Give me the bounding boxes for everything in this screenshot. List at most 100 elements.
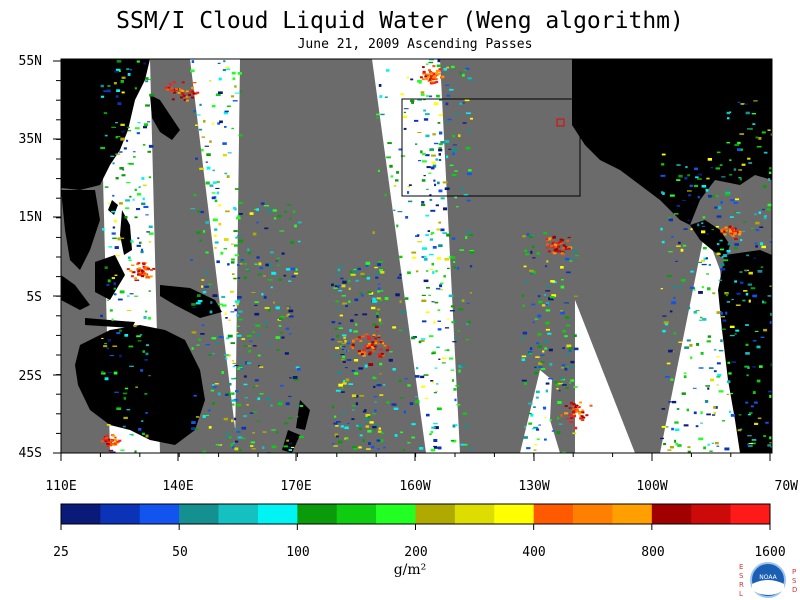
cloud-pixel <box>568 348 572 352</box>
cloud-pixel <box>112 226 116 229</box>
cloud-pixel <box>354 314 358 316</box>
cloud-pixel <box>716 384 719 386</box>
cloud-pixel <box>568 413 572 416</box>
cloud-pixel <box>545 265 548 268</box>
cloud-pixel <box>758 137 762 140</box>
cloud-pixel <box>108 449 114 452</box>
cloud-pixel <box>733 168 737 171</box>
cloud-pixel <box>341 284 346 288</box>
cloud-pixel <box>693 311 697 314</box>
cloud-pixel <box>581 411 585 414</box>
cloud-pixel <box>435 158 439 161</box>
cloud-pixel <box>104 439 108 442</box>
cloud-pixel <box>372 377 377 379</box>
cloud-pixel <box>451 237 456 240</box>
cloud-pixel <box>437 446 442 450</box>
cloud-pixel <box>139 241 142 244</box>
cloud-pixel <box>137 262 141 265</box>
cloud-pixel <box>422 70 426 73</box>
cloud-pixel <box>117 298 123 301</box>
cloud-pixel <box>103 345 108 348</box>
cloud-pixel <box>350 319 354 323</box>
cloud-pixel <box>233 244 239 247</box>
cloud-pixel <box>196 231 201 235</box>
cloud-pixel <box>544 438 547 441</box>
cloud-pixel <box>574 255 579 257</box>
cloud-pixel <box>358 367 364 370</box>
cloud-pixel <box>100 440 104 443</box>
cloud-pixel <box>429 198 433 201</box>
cloud-pixel <box>257 354 261 357</box>
cloud-pixel <box>524 281 529 283</box>
cloud-pixel <box>225 357 228 360</box>
cloud-pixel <box>574 426 578 430</box>
cloud-pixel <box>573 386 578 388</box>
cloud-pixel <box>195 124 198 126</box>
cloud-pixel <box>130 275 134 278</box>
cloud-pixel <box>438 244 443 248</box>
cloud-pixel <box>760 266 764 268</box>
cloud-pixel <box>674 428 680 431</box>
cloud-pixel <box>143 267 147 270</box>
cloud-pixel <box>763 216 767 220</box>
cloud-pixel <box>467 320 471 324</box>
cloud-pixel <box>123 416 128 420</box>
cloud-pixel <box>729 159 732 161</box>
cloud-pixel <box>698 437 704 441</box>
cloud-pixel <box>671 236 674 238</box>
cloud-pixel <box>237 277 241 279</box>
cloud-pixel <box>211 192 216 194</box>
cloud-pixel <box>111 232 116 235</box>
cloud-pixel <box>286 439 289 442</box>
cloud-pixel <box>378 427 381 430</box>
cloud-pixel <box>523 382 527 385</box>
cloud-pixel <box>198 338 202 341</box>
cloud-pixel <box>351 409 355 411</box>
cloud-pixel <box>376 439 381 442</box>
cloud-pixel <box>386 401 390 404</box>
cloud-pixel <box>733 246 738 249</box>
cloud-pixel <box>678 241 681 245</box>
cloud-pixel <box>335 274 341 276</box>
land-asia <box>61 59 150 190</box>
cloud-pixel <box>438 149 443 152</box>
cloud-pixel <box>248 251 251 255</box>
cloud-pixel <box>134 127 140 130</box>
cloud-pixel <box>521 294 524 298</box>
cloud-pixel <box>662 329 666 333</box>
cloud-pixel <box>769 394 772 398</box>
cloud-pixel <box>718 279 723 281</box>
cloud-pixel <box>689 286 695 289</box>
cloud-pixel <box>738 230 742 233</box>
cloud-pixel <box>341 342 346 345</box>
cloud-pixel <box>294 224 297 228</box>
cloud-pixel <box>367 337 372 341</box>
cloud-pixel <box>393 407 399 410</box>
cloud-pixel <box>745 324 749 326</box>
cloud-pixel <box>367 415 371 419</box>
cloud-pixel <box>372 413 376 415</box>
cloud-pixel <box>440 228 445 232</box>
cloud-pixel <box>572 403 576 406</box>
cloud-pixel <box>372 297 376 301</box>
cloud-pixel <box>559 240 563 243</box>
cloud-pixel <box>690 356 693 359</box>
cloud-pixel <box>420 91 425 94</box>
cloud-pixel <box>265 263 269 267</box>
cloud-pixel <box>103 438 107 441</box>
cloud-pixel <box>142 144 146 146</box>
cloud-pixel <box>257 273 262 276</box>
cloud-pixel <box>387 346 391 349</box>
cloud-pixel <box>707 387 710 390</box>
cloud-pixel <box>288 280 292 282</box>
cloud-pixel <box>284 210 287 213</box>
cloud-pixel <box>426 166 431 169</box>
cloud-pixel <box>747 435 752 437</box>
cloud-pixel <box>578 412 582 415</box>
cloud-pixel <box>726 189 729 192</box>
cloud-pixel <box>449 310 455 312</box>
cloud-pixel <box>542 350 545 353</box>
cloud-pixel <box>234 92 240 94</box>
cloud-pixel <box>739 133 745 135</box>
cloud-pixel <box>762 301 767 304</box>
